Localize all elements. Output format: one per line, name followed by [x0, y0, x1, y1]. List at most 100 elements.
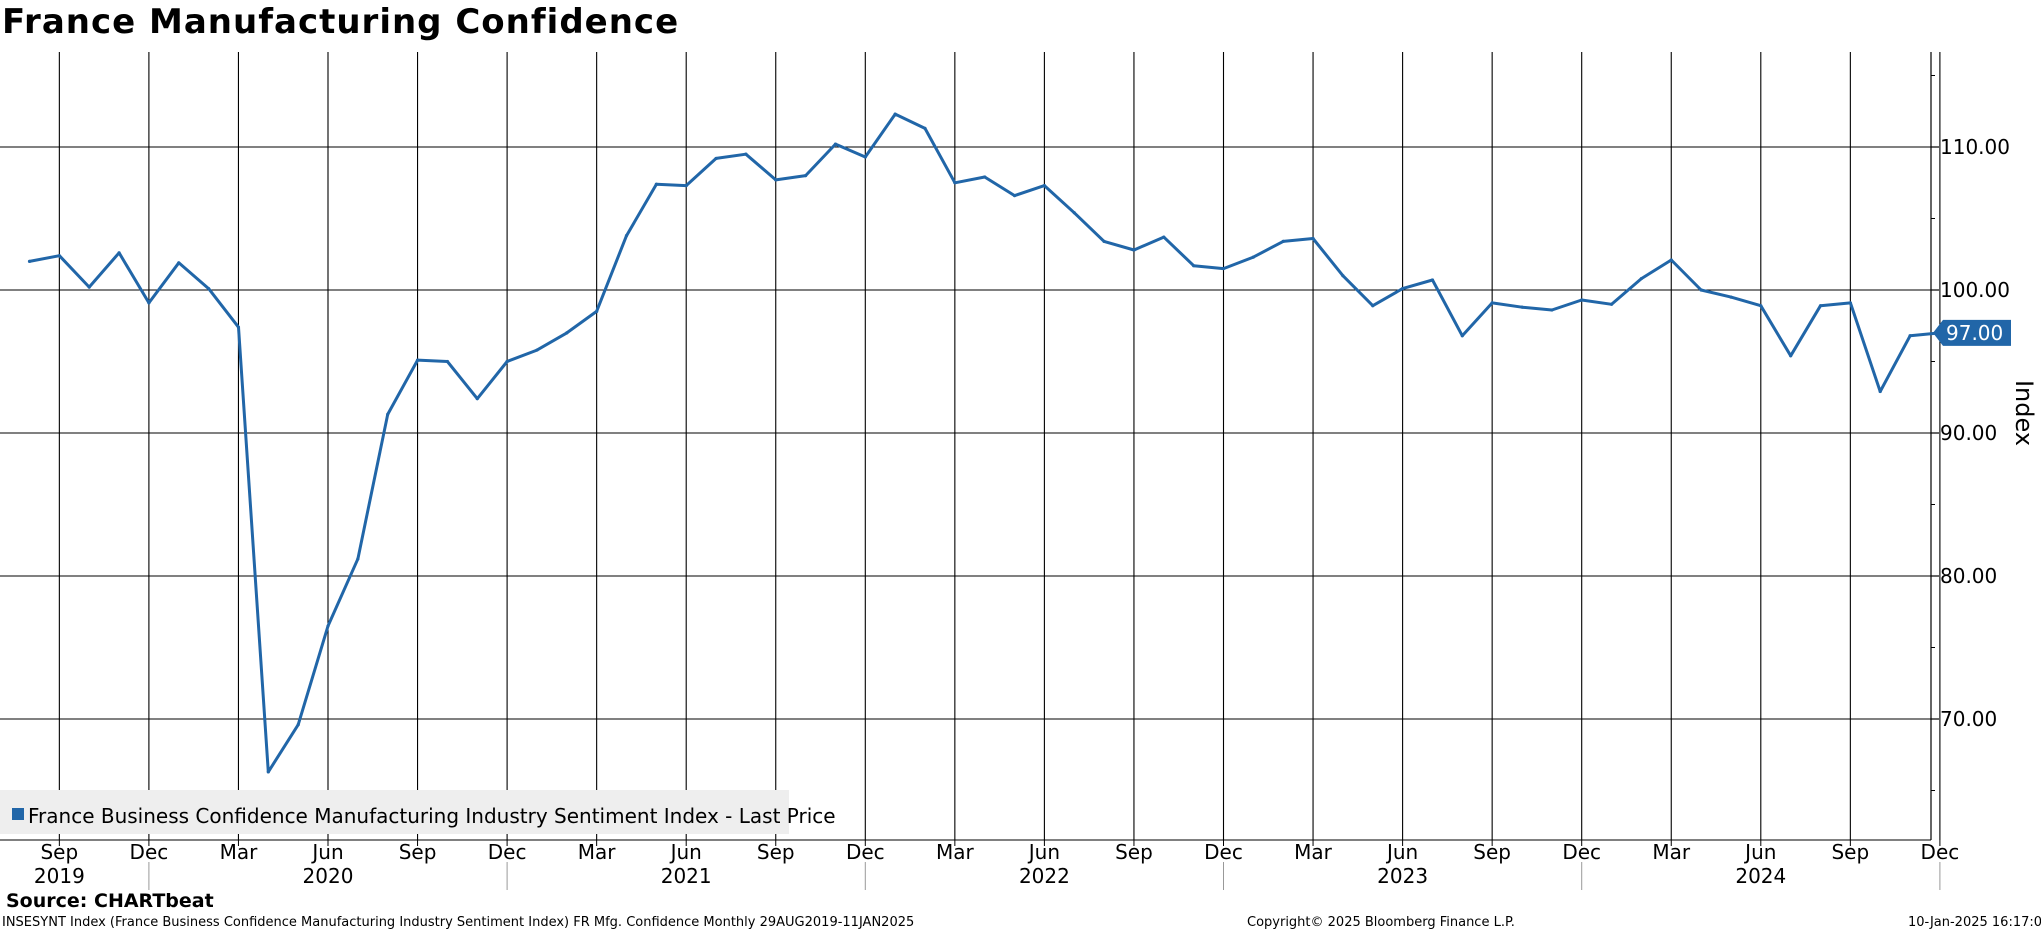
data-point: [177, 261, 181, 265]
data-point: [624, 234, 629, 238]
series-layer: [27, 112, 1942, 774]
y-tick-label: 70.00: [1940, 707, 1997, 731]
x-tick-label: Jun: [1385, 840, 1418, 864]
data-point: [57, 254, 61, 258]
data-point: [1012, 194, 1017, 198]
footer-series-info: INSESYNT Index (France Business Confiden…: [2, 915, 915, 930]
x-tick-label: Mar: [220, 840, 259, 864]
chart-title: France Manufacturing Confidence: [2, 2, 680, 42]
data-point: [1102, 239, 1106, 243]
data-point: [266, 770, 270, 774]
data-point: [1490, 301, 1494, 305]
data-point: [1132, 248, 1136, 252]
data-point: [804, 174, 808, 178]
data-point: [1281, 239, 1285, 243]
data-point: [953, 181, 957, 185]
x-tick-label: Dec: [1204, 840, 1243, 864]
data-point: [1669, 258, 1673, 262]
y-tick-label: 100.00: [1940, 278, 2010, 302]
data-point: [1848, 301, 1852, 305]
data-point: [1430, 278, 1435, 282]
data-point: [983, 175, 987, 179]
data-point: [1401, 286, 1405, 291]
footer-timestamp: 10-Jan-2025 16:17:04: [1908, 915, 2041, 930]
data-point: [1609, 302, 1614, 306]
data-point: [1789, 354, 1793, 358]
data-point: [1878, 389, 1882, 394]
data-point: [595, 309, 599, 314]
data-point: [774, 178, 778, 182]
data-point: [1908, 334, 1912, 338]
x-tick-label: Sep: [1473, 840, 1511, 864]
data-point: [1042, 184, 1046, 188]
y-tick-label: 90.00: [1940, 421, 1997, 445]
data-point: [1341, 274, 1345, 278]
data-point: [236, 325, 241, 329]
x-year-label: 2022: [1019, 864, 1070, 888]
data-point: [1550, 308, 1554, 312]
data-point: [1192, 264, 1196, 268]
y-axis-title: Index: [2010, 380, 2038, 446]
x-tick-label: Sep: [1831, 840, 1869, 864]
data-point: [475, 397, 479, 401]
data-point: [714, 156, 718, 161]
x-tick-label: Sep: [399, 840, 437, 864]
data-point: [1162, 235, 1166, 239]
data-point: [386, 412, 390, 417]
data-point: [833, 142, 838, 146]
data-point: [117, 251, 121, 255]
x-tick-label: Jun: [669, 840, 702, 864]
data-point: [1221, 266, 1226, 271]
x-tick-label: Jun: [1743, 840, 1776, 864]
data-point: [356, 557, 360, 561]
year-dividers: [148, 862, 1941, 890]
x-axis-ticks: Sep Dec Mar Jun Sep Dec Mar Jun Sep Dec Mar Jun Sep D…: [0, 839, 1960, 888]
x-year-label: 2021: [661, 864, 712, 888]
data-point: [1072, 211, 1076, 215]
data-point: [654, 182, 658, 186]
data-point: [1371, 304, 1375, 308]
x-year-label: 2019: [34, 864, 85, 888]
last-value-tag: 97.00: [1933, 319, 2011, 346]
data-point: [1699, 288, 1703, 292]
x-tick-label: Mar: [1652, 840, 1691, 864]
data-point: [207, 286, 211, 291]
data-point: [744, 152, 748, 156]
legend-label: France Business Confidence Manufacturing…: [28, 804, 836, 828]
legend: France Business Confidence Manufacturing…: [0, 790, 836, 834]
data-point: [565, 331, 569, 335]
data-point: [893, 112, 897, 116]
data-point: [415, 358, 420, 362]
x-tick-label: Sep: [757, 840, 795, 864]
x-tick-label: Dec: [1921, 840, 1960, 864]
y-tick-label: 80.00: [1940, 564, 1997, 588]
data-point: [923, 126, 927, 131]
y-axis-ticks: 70.00 80.00 90.00 100.00 110.00: [1931, 75, 2010, 791]
data-point: [863, 155, 867, 159]
data-point: [684, 184, 688, 188]
vertical-gridlines: [58, 52, 1941, 840]
data-point: [1460, 334, 1464, 338]
last-value-label: 97.00: [1946, 321, 2003, 345]
data-point: [1759, 304, 1763, 308]
footer-copyright: Copyright© 2025 Bloomberg Finance L.P.: [1247, 915, 1515, 930]
x-tick-label: Dec: [846, 840, 885, 864]
data-point: [1520, 305, 1524, 309]
x-tick-label: Dec: [1562, 840, 1601, 864]
x-tick-label: Mar: [1294, 840, 1333, 864]
data-point: [1639, 276, 1643, 281]
y-tick-label: 110.00: [1940, 135, 2010, 159]
x-tick-label: Jun: [1027, 840, 1060, 864]
x-tick-label: Jun: [310, 840, 343, 864]
x-year-label: 2020: [303, 864, 354, 888]
x-tick-label: Mar: [578, 840, 617, 864]
x-year-label: 2023: [1377, 864, 1428, 888]
last-value-badge: [1933, 319, 2011, 346]
data-point: [1311, 236, 1315, 241]
data-point: [27, 259, 32, 263]
legend-swatch: [12, 808, 24, 820]
legend-background: [0, 790, 789, 834]
data-point: [296, 723, 300, 727]
data-point: [535, 348, 539, 352]
x-tick-label: Sep: [40, 840, 78, 864]
